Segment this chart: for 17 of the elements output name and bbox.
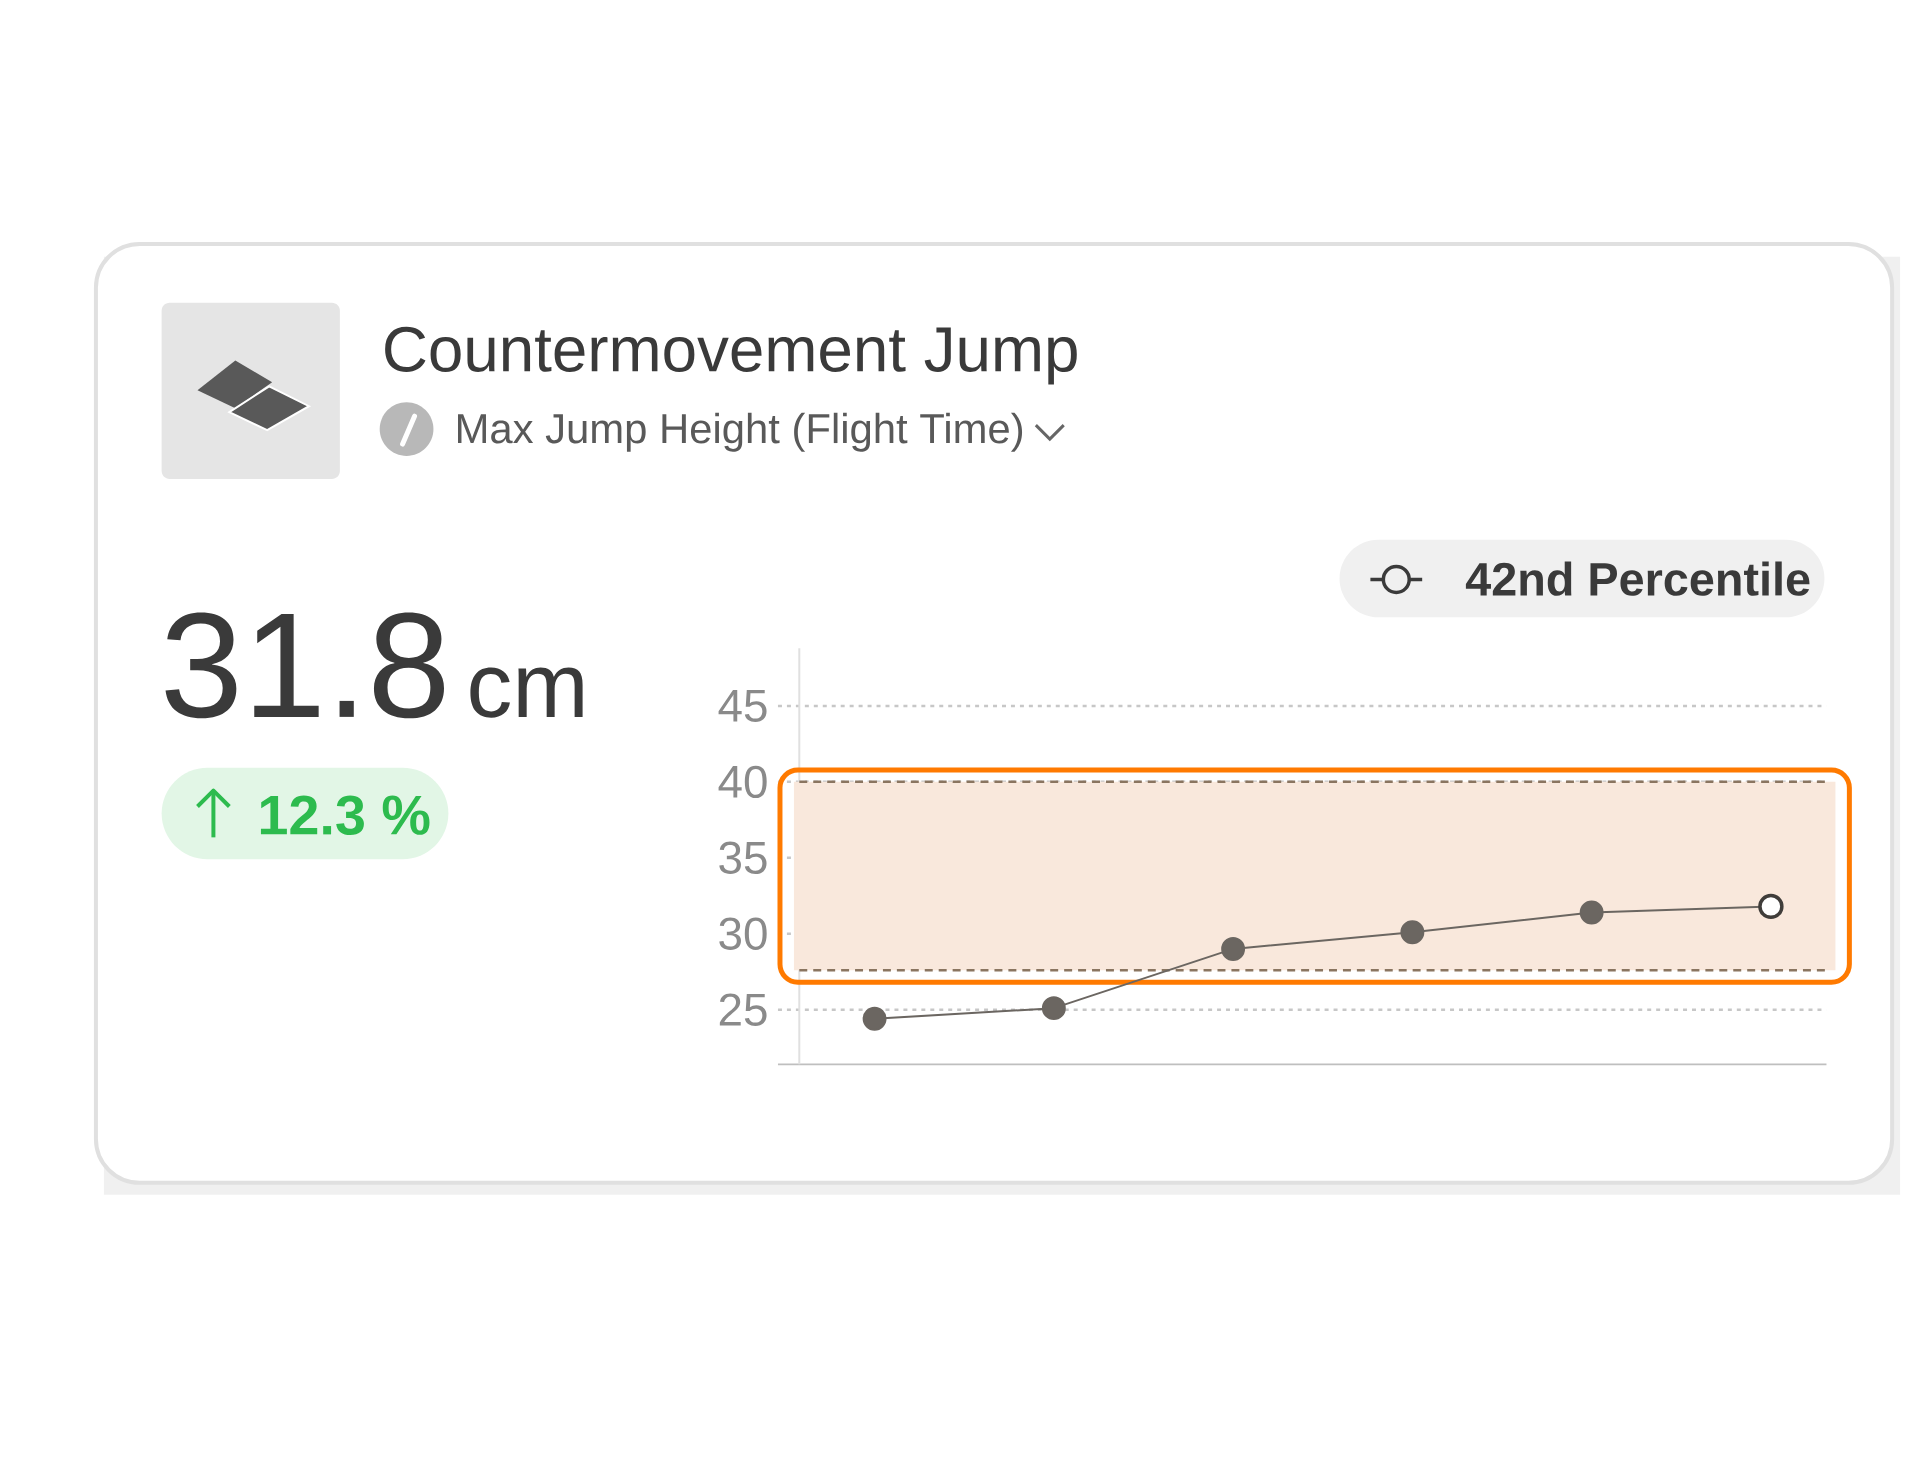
- y-tick-label: 45: [718, 690, 767, 723]
- chart-title: Countermovement Jump: [385, 327, 1077, 385]
- text: 31.8: [165, 612, 445, 719]
- y-tick-label: 25: [719, 993, 767, 1027]
- point: [1400, 920, 1425, 945]
- text: cm: [470, 667, 583, 718]
- y-tick-label: 40: [718, 765, 767, 799]
- chart-subtitle: Max Jump Height (Flight Time): [458, 412, 1023, 452]
- point: [1758, 893, 1784, 920]
- point: [1579, 900, 1604, 925]
- text: 12.3 %: [260, 795, 430, 836]
- point: [1041, 996, 1066, 1021]
- point: [1221, 937, 1246, 962]
- y-tick-label: 35: [719, 841, 767, 875]
- point: [862, 1007, 887, 1031]
- text: 42nd Percentile: [1465, 561, 1810, 597]
- y-tick-label: 30: [719, 917, 767, 951]
